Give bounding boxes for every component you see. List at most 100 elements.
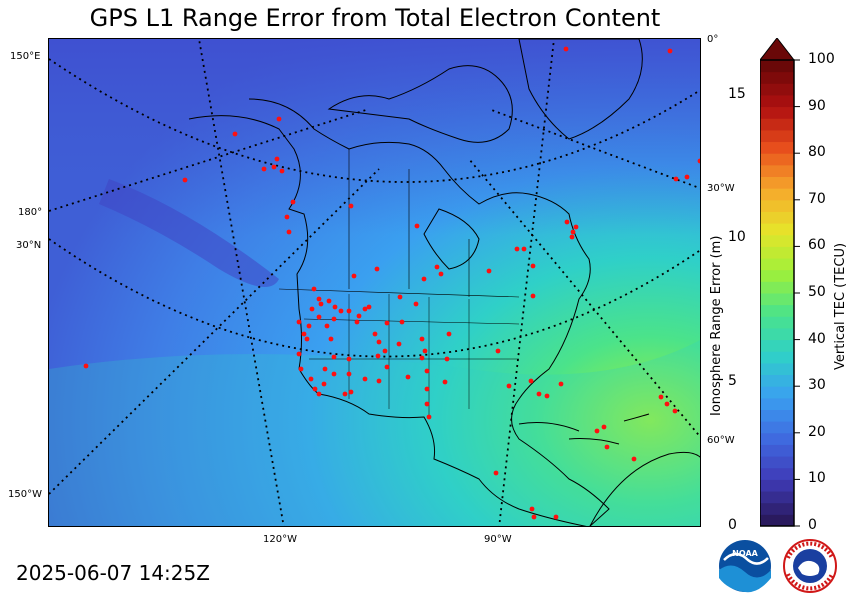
range-error-label: Ionosphere Range Error (m) (709, 235, 724, 416)
gps-station-marker (308, 376, 314, 382)
gps-station-marker (316, 391, 322, 397)
gps-station-marker (376, 378, 382, 384)
colorbar-band (760, 129, 794, 143)
gps-station-marker (544, 393, 550, 399)
gps-station-marker (506, 383, 512, 389)
gps-station-marker (446, 331, 452, 337)
gps-station-marker (261, 166, 267, 172)
colorbar-tick-label: 60 (808, 237, 826, 254)
gps-station-marker (342, 391, 348, 397)
colorbar-band (760, 351, 794, 364)
gps-station-marker (594, 428, 600, 434)
gps-station-marker (322, 366, 328, 372)
gps-station-marker (495, 348, 501, 354)
colorbar-band (760, 199, 794, 212)
colorbar-band (760, 304, 794, 317)
colorbar (760, 38, 800, 527)
gps-station-marker (362, 306, 368, 312)
gps-station-marker (424, 386, 430, 392)
colorbar-band (760, 211, 794, 224)
colorbar-band (760, 188, 794, 201)
gps-station-marker (434, 264, 440, 270)
colorbar-band (760, 234, 794, 247)
gps-station-marker (304, 336, 310, 342)
lon-label-60w: 60°W (707, 435, 735, 446)
gps-station-marker (324, 323, 330, 329)
gps-station-marker (290, 199, 296, 205)
gps-station-marker (372, 331, 378, 337)
map-title: GPS L1 Range Error from Total Electron C… (89, 4, 661, 32)
gps-station-marker (351, 273, 357, 279)
colorbar-tick-label: 10 (808, 470, 826, 487)
colorbar-band (760, 246, 794, 259)
lat-label-30n: 30°N (16, 240, 42, 251)
lon-label-0: 0° (707, 34, 719, 45)
gps-station-marker (362, 376, 368, 382)
gps-station-marker (328, 336, 334, 342)
gps-station-marker (356, 313, 362, 319)
colorbar-band (760, 421, 794, 434)
colorbar-band (760, 269, 794, 282)
gps-stations (83, 46, 700, 520)
colorbar-band (760, 141, 794, 154)
colorbar-band (760, 164, 794, 177)
gps-station-marker (232, 131, 238, 137)
caribbean (518, 413, 650, 445)
hudson-bay (423, 208, 480, 270)
gps-station-marker (271, 164, 277, 170)
nws-logo-icon (783, 539, 837, 593)
gps-station-marker (346, 308, 352, 314)
colorbar-band (760, 339, 794, 352)
gps-station-marker (309, 306, 315, 312)
us-states (303, 294, 520, 419)
south-america (589, 451, 700, 526)
gps-station-marker (375, 353, 381, 359)
colorbar-tick-label: 30 (808, 377, 826, 394)
gps-station-marker (424, 368, 430, 374)
colorbar-tick-label: 70 (808, 190, 826, 207)
colorbar-band (760, 153, 794, 166)
gps-station-marker (658, 394, 664, 400)
colorbar-tick-label: 0 (808, 517, 817, 533)
colorbar-band (760, 327, 794, 341)
gps-station-marker (311, 286, 317, 292)
tec-map (48, 38, 701, 527)
gps-station-marker (316, 296, 322, 302)
gps-station-marker (284, 214, 290, 220)
colorbar-band (760, 467, 794, 480)
meridian-60w (468, 158, 700, 439)
gps-station-marker (667, 48, 673, 54)
colorbar-tick-label: 40 (808, 330, 826, 347)
gps-station-marker (486, 268, 492, 274)
gps-station-marker (286, 229, 292, 235)
tec-band-mid (49, 340, 700, 526)
colorbar-band (760, 258, 794, 271)
gps-station-marker (424, 401, 430, 407)
gps-station-marker (384, 364, 390, 370)
colorbar-band (760, 316, 794, 329)
gps-station-marker (573, 224, 579, 230)
gps-station-marker (301, 331, 307, 337)
gps-station-marker (684, 174, 690, 180)
lon-label-120w: 120°W (263, 534, 297, 545)
gps-station-marker (419, 336, 425, 342)
noaa-logo-icon: NOAA (719, 540, 771, 593)
gps-station-marker (396, 341, 402, 347)
meridian-180 (49, 108, 370, 212)
lon-label-90w: 90°W (484, 534, 512, 545)
gps-station-marker (414, 223, 420, 229)
gps-station-marker (318, 301, 324, 307)
lon-label-150w: 150°W (8, 489, 42, 500)
gps-station-marker (274, 156, 280, 162)
gps-station-marker (276, 116, 282, 122)
parallel-30n (49, 238, 700, 358)
gps-station-marker (426, 414, 432, 420)
gps-station-marker (422, 348, 428, 354)
gps-station-marker (444, 356, 450, 362)
gps-station-marker (296, 351, 302, 357)
gps-station-marker (321, 381, 327, 387)
gps-station-marker (399, 319, 405, 325)
colorbar-band (760, 60, 794, 73)
lon-label-30w: 30°W (707, 183, 735, 194)
colorbar-band (760, 83, 794, 96)
